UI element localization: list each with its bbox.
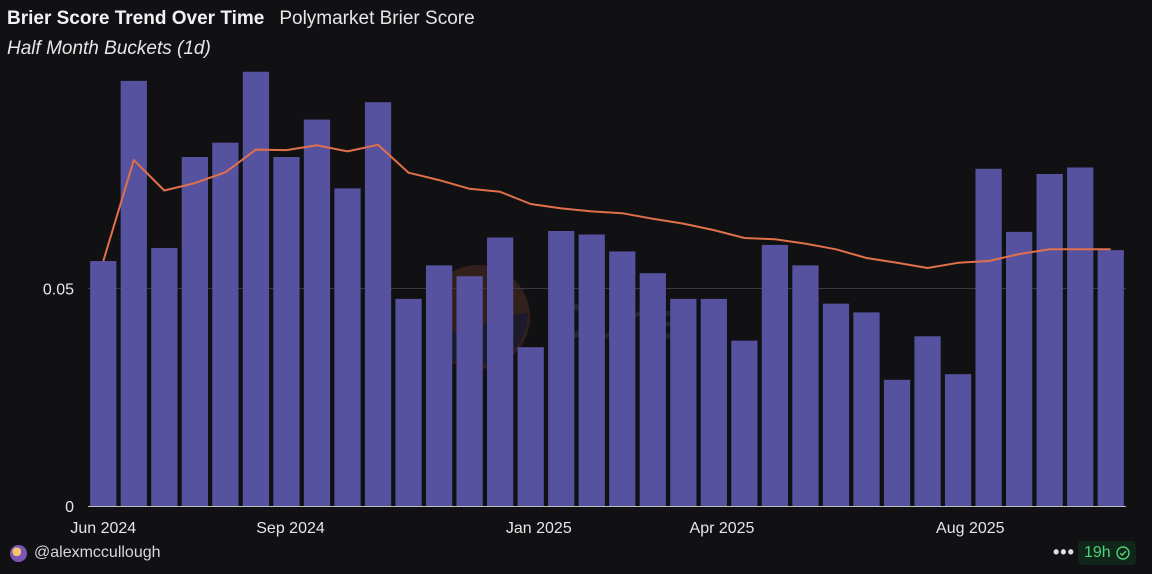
bar[interactable] — [761, 244, 789, 507]
x-tick-label: Apr 2025 — [690, 520, 755, 537]
bar[interactable] — [242, 71, 270, 506]
bar[interactable] — [212, 142, 239, 507]
avatar — [10, 544, 27, 562]
freshness-badge: 19h — [1078, 541, 1136, 565]
x-tick-label: Jan 2025 — [506, 520, 572, 537]
check-circle-icon — [1116, 546, 1130, 560]
author-name[interactable]: @alexmccullough — [34, 544, 161, 561]
y-tick-label: 0 — [65, 499, 74, 516]
bar-series — [90, 71, 1124, 507]
x-tick-label: Aug 2025 — [936, 520, 1005, 537]
chart-caption: Half Month Buckets (1d) — [7, 38, 211, 59]
footer: @alexmccullough ••• 19h — [0, 541, 1152, 569]
bar[interactable] — [548, 231, 575, 506]
bar[interactable] — [273, 157, 300, 506]
chart-title: Brier Score Trend Over Time — [7, 8, 265, 29]
freshness-text: 19h — [1084, 544, 1111, 561]
bar[interactable] — [792, 265, 819, 506]
bar[interactable] — [456, 276, 483, 506]
bar[interactable] — [1036, 174, 1063, 506]
line-series — [102, 143, 1111, 269]
bar[interactable] — [883, 379, 911, 506]
bar[interactable] — [822, 303, 850, 506]
author[interactable]: @alexmccullough — [10, 544, 161, 562]
bar[interactable] — [1006, 231, 1033, 506]
bar[interactable] — [425, 265, 453, 506]
bar[interactable] — [517, 347, 544, 506]
bar[interactable] — [90, 261, 117, 506]
bar[interactable] — [914, 336, 941, 506]
bar[interactable] — [487, 237, 514, 506]
more-dots-icon[interactable]: ••• — [1053, 542, 1075, 562]
bar[interactable] — [120, 80, 147, 506]
chart-subtitle: Polymarket Brier Score — [279, 8, 475, 29]
trend-line — [102, 143, 1111, 269]
bar[interactable] — [1097, 250, 1124, 506]
bar[interactable] — [975, 168, 1002, 506]
bar[interactable] — [364, 102, 392, 506]
bar[interactable] — [731, 340, 758, 506]
title-row: Brier Score Trend Over Time Polymarket B… — [7, 8, 475, 30]
bar[interactable] — [609, 251, 636, 506]
bar[interactable] — [578, 234, 605, 507]
x-tick-label: Sep 2024 — [256, 520, 325, 537]
bar[interactable] — [1067, 167, 1094, 506]
bar[interactable] — [151, 247, 178, 506]
bar[interactable] — [303, 119, 331, 507]
bar[interactable] — [334, 188, 361, 507]
bar[interactable] — [181, 157, 208, 506]
bar[interactable] — [944, 374, 972, 506]
y-tick-label: 0.05 — [43, 281, 74, 298]
bar[interactable] — [670, 298, 697, 506]
x-tick-label: Jun 2024 — [70, 520, 136, 537]
axes: 0 0.05 Jun 2024 Sep 2024 Jan 2025 Apr 2025 Aug… — [43, 281, 1126, 537]
bar[interactable] — [853, 312, 880, 506]
bar[interactable] — [395, 298, 422, 506]
bar[interactable] — [639, 273, 666, 506]
bar[interactable] — [700, 298, 727, 506]
chart-header: Brier Score Trend Over Time Polymarket B… — [7, 8, 475, 60]
